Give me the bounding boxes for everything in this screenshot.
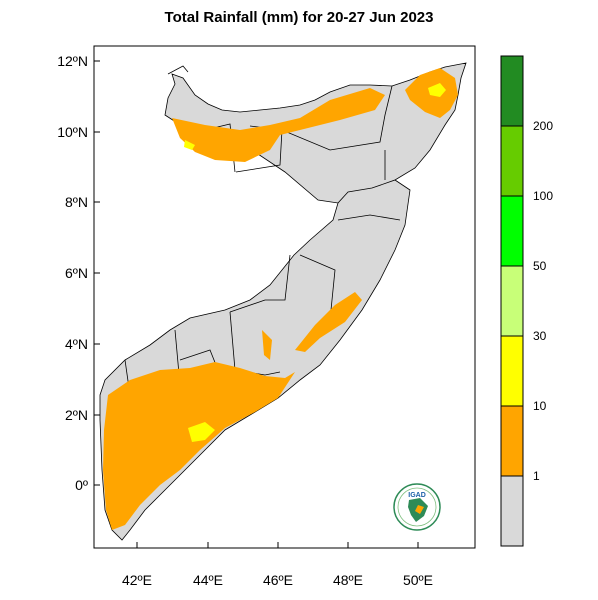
legend-colorbar [500,55,524,547]
legend-label: 1 [533,469,540,483]
logo-text: IGAD [408,492,426,499]
igad-logo: IGAD [393,483,441,531]
lat-label: 8ºN [65,194,88,210]
legend-bin [501,126,523,196]
legend-bin [501,196,523,266]
lon-label: 50ºE [403,572,433,588]
legend-bin [501,336,523,406]
lon-label: 46ºE [263,572,293,588]
lat-label: 0º [75,477,88,493]
legend-label: 50 [533,259,547,273]
legend-label: 100 [533,189,553,203]
lon-label: 48ºE [333,572,363,588]
lat-label: 10ºN [57,124,88,140]
lon-label: 42ºE [122,572,152,588]
axis-ticks [94,60,419,548]
rain-10-30mm-areas [184,83,446,442]
legend-labels: 1 10 30 50 100 200 [533,119,553,483]
lat-label: 4ºN [65,336,88,352]
legend-label: 30 [533,329,547,343]
legend-label: 200 [533,119,553,133]
igad-region-icon [415,505,424,514]
legend-label: 10 [533,399,547,413]
lat-label: 6ºN [65,265,88,281]
lon-label: 44ºE [193,572,223,588]
legend-bin [501,266,523,336]
lat-labels: 12ºN 10ºN 8ºN 6ºN 4ºN 2ºN 0º [57,53,88,493]
legend-bin [501,406,523,476]
lat-label: 12ºN [57,53,88,69]
legend-bin [501,56,523,126]
lat-label: 2ºN [65,407,88,423]
map-title: Total Rainfall (mm) for 20-27 Jun 2023 [164,9,434,26]
rain-1-10mm-areas [103,68,458,530]
legend-bin [501,476,523,546]
lon-labels: 42ºE 44ºE 46ºE 48ºE 50ºE [122,572,433,588]
